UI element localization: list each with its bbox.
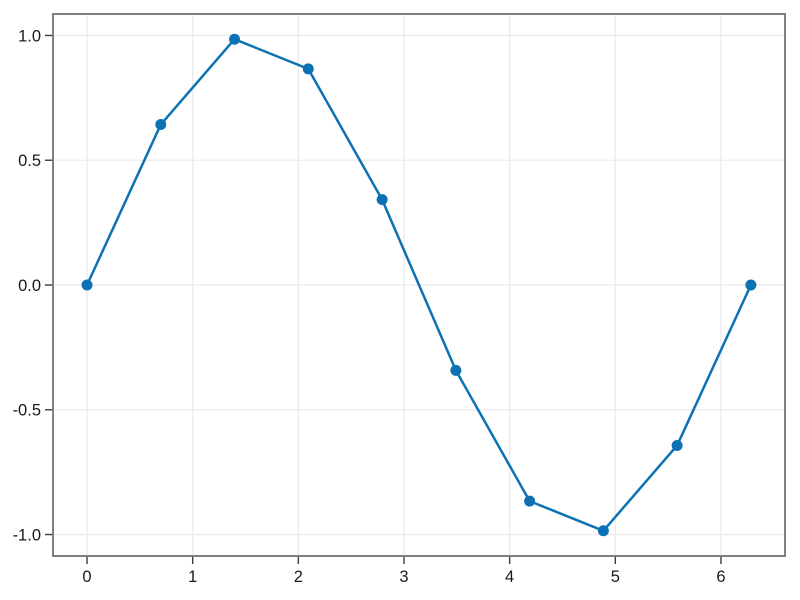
y-tick-label: 1.0 xyxy=(18,27,41,45)
y-tick-label: -0.5 xyxy=(13,402,41,420)
x-tick-label: 1 xyxy=(188,568,197,586)
data-point xyxy=(302,63,314,75)
data-point xyxy=(450,364,462,376)
x-tick-label: 5 xyxy=(611,568,620,586)
x-tick-label: 3 xyxy=(399,568,408,586)
data-point xyxy=(229,33,241,45)
data-point xyxy=(155,119,167,131)
data-line xyxy=(85,37,753,533)
data-point xyxy=(376,194,388,206)
x-tick-label: 4 xyxy=(505,568,514,586)
data-point xyxy=(81,279,93,291)
y-tick-label: 0.0 xyxy=(18,277,41,295)
x-tick-label: 0 xyxy=(82,568,91,586)
data-point xyxy=(745,279,757,291)
x-tick-label: 2 xyxy=(294,568,303,586)
y-tick-label: -1.0 xyxy=(13,526,41,544)
y-tick-label: 0.5 xyxy=(18,152,41,170)
data-point xyxy=(671,439,683,451)
data-point xyxy=(597,525,609,537)
x-tick-label: 6 xyxy=(716,568,725,586)
plot-frame xyxy=(52,13,786,557)
data-point xyxy=(524,495,536,507)
